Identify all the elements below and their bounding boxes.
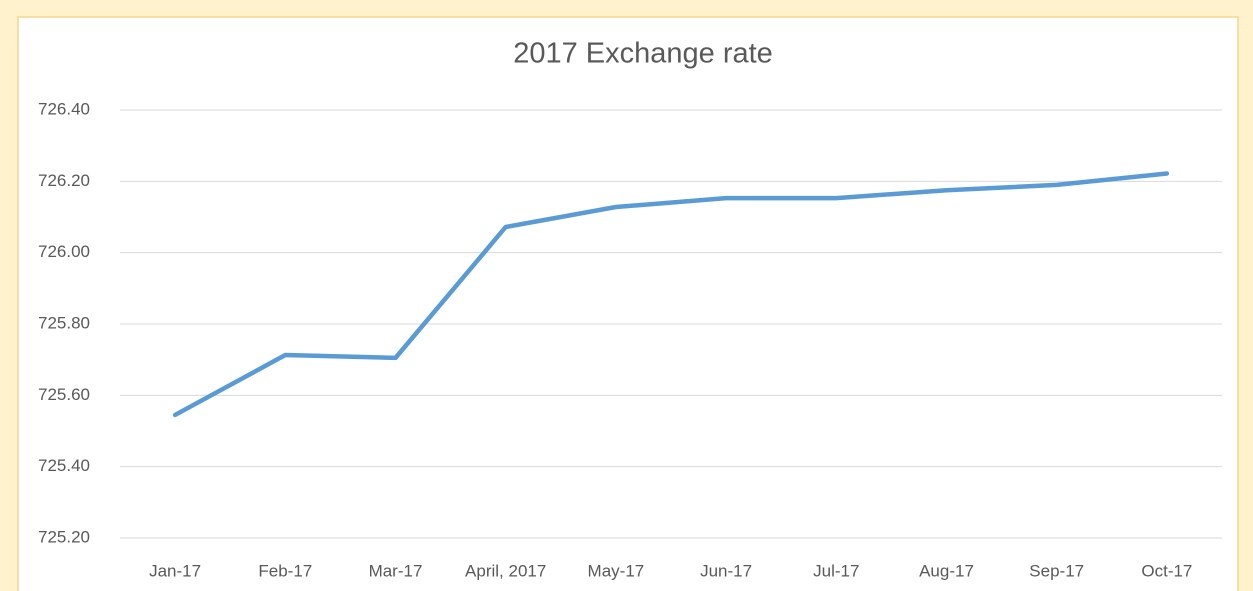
x-tick-label: Mar-17 (369, 561, 423, 580)
y-tick-label: 725.40 (38, 456, 90, 475)
y-tick-label: 726.00 (38, 242, 90, 261)
data-line (172, 171, 1170, 418)
y-tick-label: 726.40 (38, 99, 90, 118)
y-tick-label: 725.20 (38, 527, 90, 546)
x-tick-label: Jul-17 (813, 561, 859, 580)
y-tick-label: 725.60 (38, 385, 90, 404)
x-tick-label: Jun-17 (700, 561, 752, 580)
x-tick-label: Jan-17 (149, 561, 201, 580)
y-tick-label: 726.20 (38, 171, 90, 190)
x-tick-label: Oct-17 (1141, 561, 1192, 580)
chart-title: 2017 Exchange rate (513, 38, 773, 70)
x-tick-label: April, 2017 (465, 561, 546, 580)
x-tick-label: Feb-17 (258, 561, 312, 580)
x-tick-label: May-17 (588, 561, 645, 580)
y-tick-label: 725.80 (38, 313, 90, 332)
x-tick-label: Sep-17 (1029, 561, 1084, 580)
x-tick-label: Aug-17 (919, 561, 974, 580)
chart-area (17, 16, 1239, 591)
